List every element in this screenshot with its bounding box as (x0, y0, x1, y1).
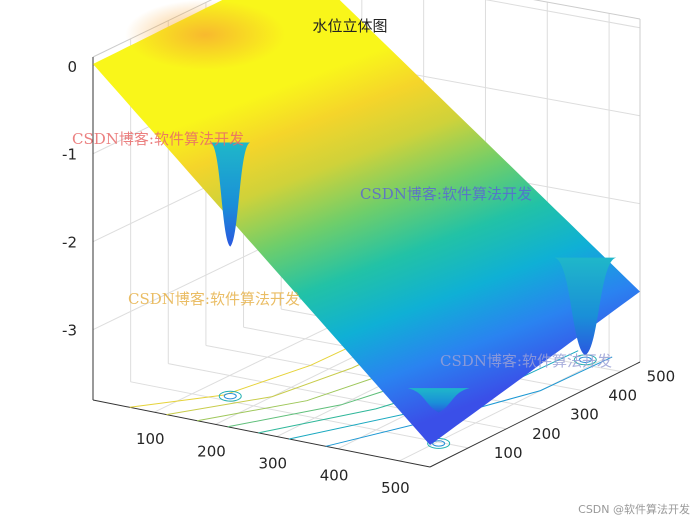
watermark-3: CSDN博客:软件算法开发 (128, 290, 300, 308)
surface-depression-2 (554, 257, 617, 356)
axis-ticks: 0 -1 -2 -3 100 200 300 400 500 100 200 300 400 500 (62, 58, 675, 497)
x-tick-label: 300 (258, 455, 287, 473)
x-tick-label: 100 (136, 430, 165, 448)
y-tick-label: 300 (570, 406, 599, 424)
z-tick-label: 0 (67, 58, 77, 76)
watermark-2: CSDN博客:软件算法开发 (360, 185, 532, 203)
watermark-4: CSDN博客:软件算法开发 (440, 352, 612, 370)
surface-depression-3 (407, 388, 470, 413)
x-tick-label: 500 (381, 479, 410, 497)
y-tick-label: 400 (608, 387, 637, 405)
x-tick-label: 200 (197, 442, 226, 460)
chart-title: 水位立体图 (312, 17, 387, 35)
x-tick-label: 400 (320, 467, 349, 485)
watermark-1: CSDN博客:软件算法开发 (72, 130, 244, 148)
z-tick-label: -2 (62, 234, 77, 252)
y-tick-label: 100 (494, 444, 523, 462)
surface-depression-1 (210, 142, 251, 247)
z-tick-label: -1 (62, 146, 77, 164)
z-tick-label: -3 (62, 322, 77, 340)
y-tick-label: 200 (532, 425, 561, 443)
y-tick-label: 500 (647, 368, 676, 386)
water-level-surface (93, 0, 640, 445)
corner-caption: CSDN @软件算法开发 (578, 503, 690, 516)
